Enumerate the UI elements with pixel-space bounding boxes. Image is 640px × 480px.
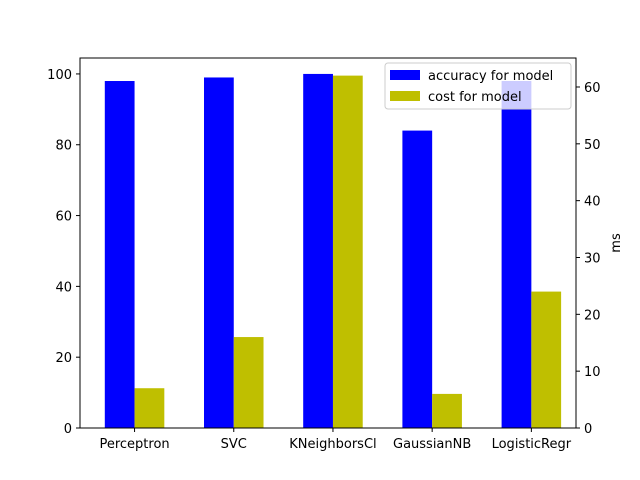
accuracy-bar-kneighborscl — [303, 73, 333, 429]
cost-bar-kneighborscl — [332, 75, 363, 429]
left-y-axis: 0 20 40 60 80 100 — [47, 68, 80, 437]
accuracy-bar-gaussiannb — [402, 130, 433, 428]
legend-label: accuracy for model — [428, 69, 553, 84]
bars-layer — [104, 73, 562, 429]
x-tick-label: Perceptron — [99, 437, 169, 452]
cost-bar-gaussiannb — [432, 393, 462, 428]
right-y-axis-label: ms — [609, 233, 624, 253]
legend-box — [384, 62, 572, 110]
cost-bar-logisticregr — [531, 291, 562, 428]
legend-swatch — [390, 91, 420, 101]
left-y-tick-label: 0 — [64, 422, 72, 437]
cost-bar-perceptron — [134, 388, 165, 428]
accuracy-bar-logisticregr — [501, 81, 532, 428]
x-tick-label: GaussianNB — [393, 437, 471, 452]
legend-swatch — [390, 70, 420, 80]
left-y-tick-label: 20 — [55, 351, 72, 366]
x-axis: Perceptron SVC KNeighborsCl GaussianNB Logis… — [99, 428, 572, 452]
cost-bar-svc — [233, 337, 264, 428]
left-y-tick-label: 40 — [55, 280, 72, 295]
x-tick-label: SVC — [221, 437, 247, 452]
left-y-tick-label: 60 — [55, 210, 72, 225]
left-y-tick-label: 80 — [55, 139, 72, 154]
plot-frame — [79, 57, 577, 429]
accuracy-bar-perceptron — [104, 81, 135, 428]
x-tick-label: KNeighborsCl — [289, 437, 376, 452]
right-y-tick-label: 50 — [584, 138, 601, 153]
x-tick-label: LogisticRegr — [492, 437, 572, 452]
accuracy-bar-svc — [204, 77, 234, 428]
left-y-tick-label: 100 — [47, 68, 72, 83]
right-y-tick-label: 20 — [584, 308, 601, 323]
right-y-tick-label: 0 — [584, 422, 592, 437]
right-y-tick-label: 10 — [584, 365, 601, 380]
right-y-tick-label: 30 — [584, 251, 601, 266]
legend: accuracy for model cost for model — [384, 62, 572, 110]
right-y-tick-label: 40 — [584, 195, 601, 210]
right-y-axis: 0 10 20 30 40 50 60 — [576, 81, 601, 437]
legend-label: cost for model — [428, 90, 522, 105]
right-y-tick-label: 60 — [584, 81, 601, 96]
